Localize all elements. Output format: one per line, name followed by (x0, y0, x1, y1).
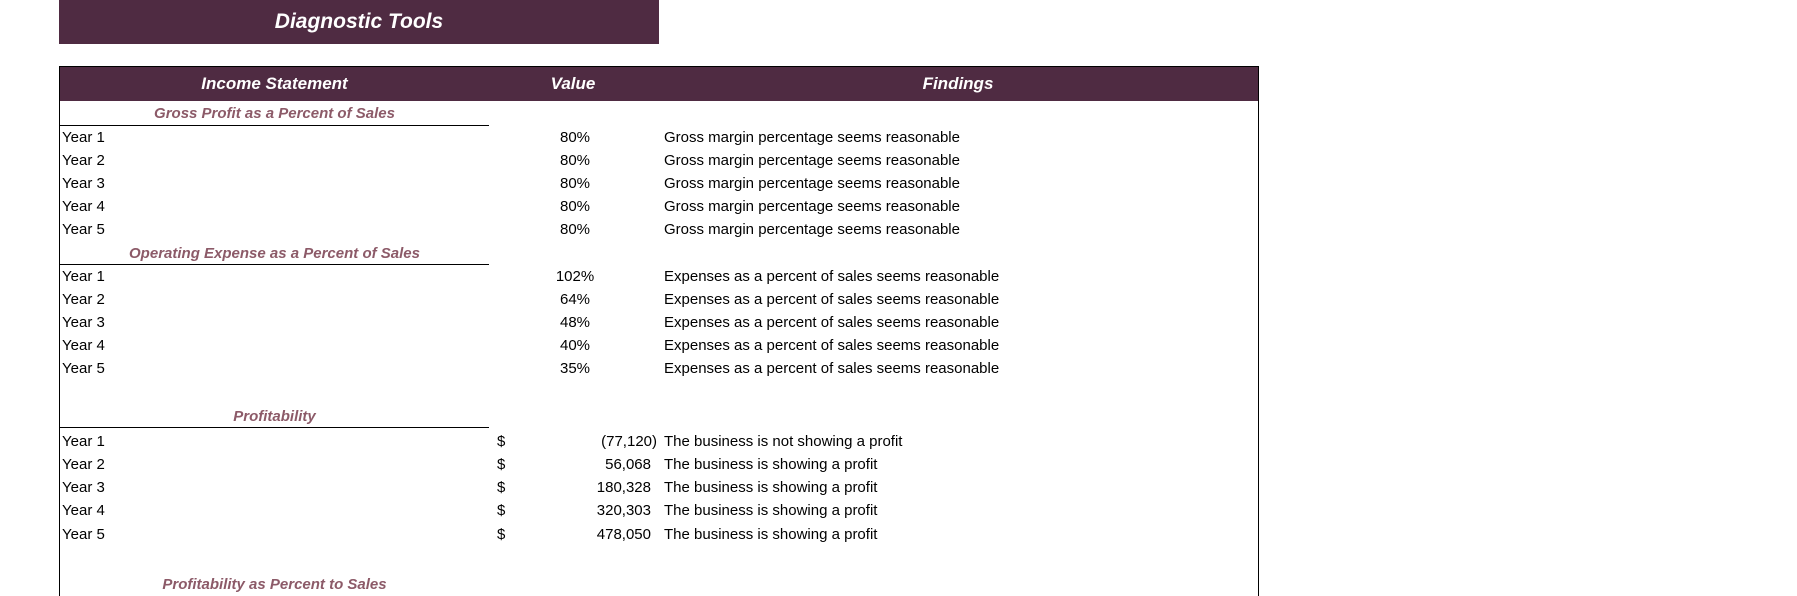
section-title-profitability-percent: Profitability as Percent to Sales (162, 576, 387, 593)
row-value: 80% (559, 152, 591, 169)
row-finding: Gross margin percentage seems reasonable (664, 221, 960, 238)
row-value: 80% (559, 129, 591, 146)
row-finding: Gross margin percentage seems reasonable (664, 198, 960, 215)
row-label: Year 4 (62, 337, 105, 354)
row-label: Year 4 (62, 198, 105, 215)
row-finding: The business is showing a profit (664, 526, 878, 543)
currency-symbol: $ (497, 456, 506, 473)
row-finding: The business is showing a profit (664, 456, 878, 473)
section-title-operating-expense: Operating Expense as a Percent of Sales (60, 242, 489, 265)
column-header-income-statement: Income Statement (201, 74, 348, 93)
row-value: 320,303 (596, 502, 651, 519)
currency-symbol: $ (497, 526, 506, 543)
row-finding: Gross margin percentage seems reasonable (664, 152, 960, 169)
row-finding: Expenses as a percent of sales seems rea… (664, 360, 1000, 377)
row-value: 102% (555, 268, 595, 285)
table-row: Year 2 64% Expenses as a percent of sale… (60, 288, 1258, 311)
table-row: Year 3 80% Gross margin percentage seems… (60, 172, 1258, 195)
table-row: Year 5 35% Expenses as a percent of sale… (60, 357, 1258, 380)
table-row: Year 4 40% Expenses as a percent of sale… (60, 334, 1258, 357)
table-row: Year 3 $ 180,328 The business is showing… (60, 476, 1258, 499)
section-title-gross-profit: Gross Profit as a Percent of Sales (60, 102, 489, 126)
row-value: 40% (559, 337, 591, 354)
row-label: Year 1 (62, 433, 105, 450)
row-finding: Expenses as a percent of sales seems rea… (664, 314, 1000, 331)
table-row: Year 3 48% Expenses as a percent of sale… (60, 311, 1258, 334)
row-label: Year 4 (62, 502, 105, 519)
row-label: Year 1 (62, 129, 105, 146)
column-header-value: Value (550, 74, 596, 93)
row-value: 56,068 (605, 456, 651, 473)
diagnostic-table: Income Statement Value Findings Gross Pr… (59, 66, 1259, 596)
table-header: Income Statement Value Findings (60, 67, 1258, 101)
row-label: Year 3 (62, 175, 105, 192)
row-finding: The business is not showing a profit (664, 433, 903, 450)
table-row: Year 1 80% Gross margin percentage seems… (60, 126, 1258, 149)
row-label: Year 3 (62, 314, 105, 331)
table-row: Year 2 $ 56,068 The business is showing … (60, 453, 1258, 476)
row-label: Year 2 (62, 291, 105, 308)
row-finding: Expenses as a percent of sales seems rea… (664, 268, 1000, 285)
row-value: 180,328 (596, 479, 651, 496)
row-value: 35% (559, 360, 591, 377)
row-value: 478,050 (596, 526, 651, 543)
row-finding: The business is showing a profit (664, 479, 878, 496)
row-label: Year 5 (62, 526, 105, 543)
row-finding: The business is showing a profit (664, 502, 878, 519)
row-value: 80% (559, 198, 591, 215)
table-row: Year 4 80% Gross margin percentage seems… (60, 195, 1258, 218)
row-label: Year 5 (62, 360, 105, 377)
table-row: Year 1 $ (77,120) The business is not sh… (60, 430, 1258, 453)
page-title: Diagnostic Tools (59, 0, 659, 44)
row-value: (77,120) (601, 433, 657, 450)
currency-symbol: $ (497, 502, 506, 519)
row-value: 80% (559, 221, 591, 238)
row-value: 48% (559, 314, 591, 331)
section-title-profitability: Profitability (60, 405, 489, 428)
row-label: Year 2 (62, 152, 105, 169)
table-row: Year 1 102% Expenses as a percent of sal… (60, 265, 1258, 288)
row-label: Year 1 (62, 268, 105, 285)
row-finding: Gross margin percentage seems reasonable (664, 175, 960, 192)
row-value: 64% (559, 291, 591, 308)
table-row: Year 5 $ 478,050 The business is showing… (60, 523, 1258, 548)
row-finding: Expenses as a percent of sales seems rea… (664, 337, 1000, 354)
currency-symbol: $ (497, 433, 506, 450)
currency-symbol: $ (497, 479, 506, 496)
row-value: 80% (559, 175, 591, 192)
row-finding: Expenses as a percent of sales seems rea… (664, 291, 1000, 308)
row-label: Year 5 (62, 221, 105, 238)
column-header-findings: Findings (922, 74, 994, 93)
row-finding: Gross margin percentage seems reasonable (664, 129, 960, 146)
table-row: Year 5 80% Gross margin percentage seems… (60, 218, 1258, 241)
table-row: Year 2 80% Gross margin percentage seems… (60, 149, 1258, 172)
row-label: Year 3 (62, 479, 105, 496)
row-label: Year 2 (62, 456, 105, 473)
table-row: Year 4 $ 320,303 The business is showing… (60, 499, 1258, 522)
